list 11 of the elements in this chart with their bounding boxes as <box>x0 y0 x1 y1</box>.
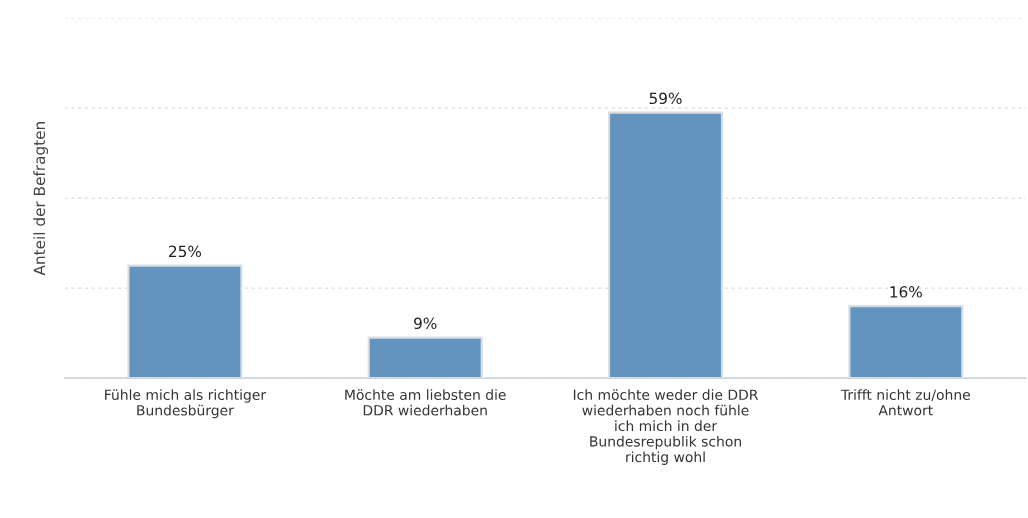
bar <box>367 336 483 379</box>
x-tick-label: Ich möchte weder die DDR wiederhaben noch fühle ich mich in der Bundesrepublik schon richtig wohl <box>573 389 759 465</box>
bar <box>848 305 964 379</box>
y-axis-title: Anteil der Befragten <box>33 122 49 276</box>
data-label: 16% <box>890 286 922 298</box>
x-tick-label: Trifft nicht zu/ohne Antwort <box>840 389 970 416</box>
data-label: 59% <box>649 92 682 105</box>
x-tick-label: Fühle mich als richtiger Bundesbürger <box>105 389 267 419</box>
data-label: 25% <box>169 245 202 258</box>
data-label: 9% <box>414 317 437 330</box>
x-tick-label: Möchte am liebsten die DDR wiederhaben <box>345 389 506 416</box>
